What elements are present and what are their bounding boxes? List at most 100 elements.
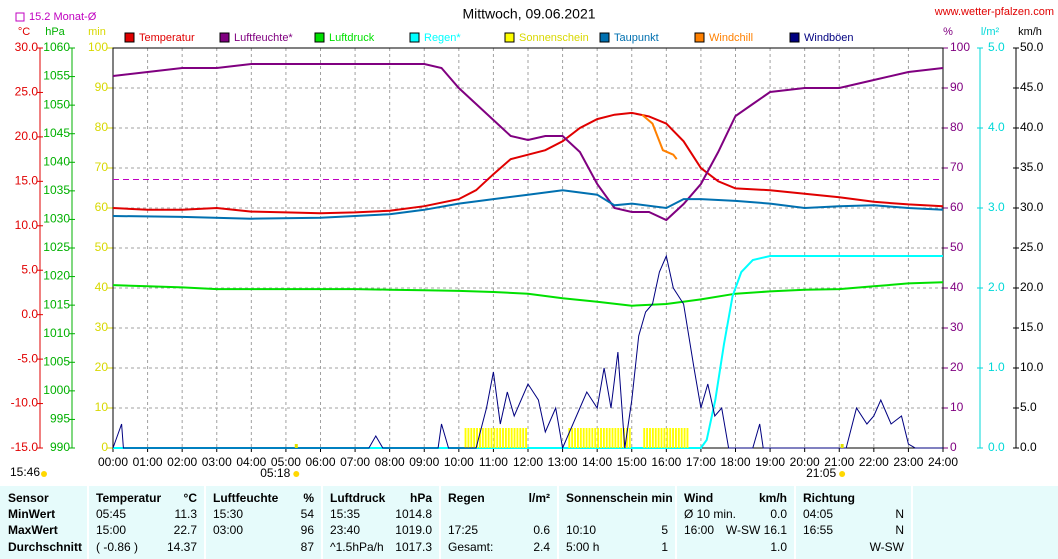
sunshine-bar bbox=[519, 428, 522, 448]
y-tick-label: 1055 bbox=[43, 69, 70, 83]
y-tick-label: 1025 bbox=[43, 240, 70, 254]
x-tick-label: 18:00 bbox=[720, 455, 750, 469]
sunshine-bar bbox=[672, 428, 674, 448]
sunshine-bar bbox=[608, 428, 611, 448]
sunshine-bar bbox=[643, 428, 646, 448]
y-tick-label: 50 bbox=[95, 240, 109, 254]
y-tick-label: 2.0 bbox=[988, 280, 1005, 294]
x-tick-label: 02:00 bbox=[167, 455, 197, 469]
legend-label: Regen* bbox=[424, 32, 461, 44]
y-tick-label: 3.0 bbox=[988, 200, 1005, 214]
sunshine-bar bbox=[686, 428, 689, 448]
y-tick-label: 20 bbox=[95, 360, 109, 374]
table-cell: 15:30 bbox=[213, 507, 243, 521]
table-header: Regen bbox=[448, 491, 485, 505]
y-tick-label: 1060 bbox=[43, 40, 70, 54]
x-tick-label: 14:00 bbox=[582, 455, 612, 469]
y-tick-label: 80 bbox=[95, 120, 109, 134]
table-header: Sonnenschein min bbox=[566, 491, 673, 505]
y-tick-label: 15.0 bbox=[1020, 320, 1044, 334]
legend-label: Windchill bbox=[709, 32, 753, 44]
y-tick-label: 40 bbox=[95, 280, 109, 294]
table-cell: 0.0 bbox=[770, 507, 787, 521]
table-cell: 14.37 bbox=[167, 540, 197, 554]
sunshine-bar bbox=[582, 428, 585, 448]
y-tick-label: 100 bbox=[88, 40, 108, 54]
row-label: Durchschnitt bbox=[8, 540, 82, 554]
axis-unit: km/h bbox=[1018, 26, 1042, 38]
series-line bbox=[112, 281, 944, 307]
table-cell: N bbox=[895, 523, 904, 537]
sunshine-bar bbox=[588, 428, 591, 448]
x-tick-label: 05:00 bbox=[271, 455, 301, 469]
sunshine-bar bbox=[600, 428, 602, 448]
monthly-average-icon bbox=[15, 12, 25, 22]
y-tick-label: 50.0 bbox=[1020, 40, 1044, 54]
y-tick-label: 35.0 bbox=[1020, 160, 1044, 174]
table-header: Luftfeuchte bbox=[213, 491, 279, 505]
table-cell: 05:45 bbox=[96, 507, 126, 521]
legend-swatch bbox=[219, 32, 230, 43]
sunshine-bar bbox=[625, 428, 628, 448]
y-tick-label: 10 bbox=[95, 400, 109, 414]
table-cell: 5 bbox=[661, 523, 668, 537]
monthly-average-label: 15.2 Monat-Ø bbox=[29, 11, 97, 23]
row-label: MaxWert bbox=[8, 523, 58, 537]
x-tick-label: 08:00 bbox=[375, 455, 405, 469]
sunshine-bar bbox=[605, 428, 608, 448]
sunshine-bar bbox=[467, 428, 470, 448]
table-cell: 1.0 bbox=[770, 540, 787, 554]
y-tick-label: 0.0 bbox=[988, 440, 1005, 454]
sunshine-bar bbox=[660, 428, 663, 448]
y-tick-label: 45.0 bbox=[1020, 80, 1044, 94]
sunshine-bar bbox=[571, 428, 574, 448]
sunshine-bar bbox=[657, 428, 660, 448]
sunshine-bar bbox=[597, 428, 600, 448]
sunshine-bar bbox=[620, 428, 623, 448]
sunshine-bar bbox=[683, 428, 686, 448]
y-tick-label: -15.0 bbox=[11, 440, 39, 454]
website: www.wetter-pfalzen.com bbox=[934, 6, 1054, 18]
x-tick-label: 19:00 bbox=[755, 455, 785, 469]
x-tick-label: 22:00 bbox=[859, 455, 889, 469]
y-tick-label: 1000 bbox=[43, 383, 70, 397]
table-cell: 1019.0 bbox=[395, 523, 432, 537]
legend-label: Sonnenschein bbox=[519, 32, 589, 44]
table-header: Luftdruck bbox=[330, 491, 386, 505]
y-tick-label: -5.0 bbox=[17, 351, 38, 365]
y-tick-label: 60 bbox=[950, 200, 964, 214]
x-tick-label: 09:00 bbox=[409, 455, 439, 469]
y-tick-label: 30 bbox=[950, 320, 964, 334]
y-tick-label: -10.0 bbox=[11, 396, 39, 410]
sun-dot bbox=[839, 471, 846, 477]
table-cell: 54 bbox=[301, 507, 315, 521]
sunshine-bar bbox=[614, 428, 617, 448]
timestamp: 15:46 bbox=[10, 465, 40, 479]
axis-unit: hPa bbox=[45, 26, 65, 38]
legend-swatch bbox=[409, 32, 420, 43]
y-tick-label: 40 bbox=[950, 280, 964, 294]
y-tick-label: 20.0 bbox=[15, 129, 39, 143]
table-background bbox=[0, 486, 1058, 559]
table-cell: 1017.3 bbox=[395, 540, 432, 554]
x-tick-label: 12:00 bbox=[513, 455, 543, 469]
axis-unit: °C bbox=[18, 26, 30, 38]
y-tick-label: 1045 bbox=[43, 126, 70, 140]
table-unit: km/h bbox=[759, 491, 787, 505]
table-cell: W-SW 16.1 bbox=[726, 523, 787, 537]
x-tick-label: 06:00 bbox=[305, 455, 335, 469]
y-tick-label: 10.0 bbox=[1020, 360, 1044, 374]
y-tick-label: 90 bbox=[950, 80, 964, 94]
y-tick-label: 995 bbox=[50, 412, 70, 426]
sunshine-bar bbox=[473, 428, 476, 448]
y-tick-label: 5.0 bbox=[988, 40, 1005, 54]
sunshine-bar bbox=[496, 428, 499, 448]
sunshine-bar bbox=[628, 428, 631, 448]
y-tick-label: 5.0 bbox=[21, 262, 38, 276]
table-unit: °C bbox=[184, 491, 198, 505]
table-unit: % bbox=[303, 491, 314, 505]
table-cell: 23:40 bbox=[330, 523, 360, 537]
legend-swatch bbox=[124, 32, 135, 43]
y-tick-label: 1010 bbox=[43, 326, 70, 340]
y-tick-label: 10 bbox=[950, 400, 964, 414]
